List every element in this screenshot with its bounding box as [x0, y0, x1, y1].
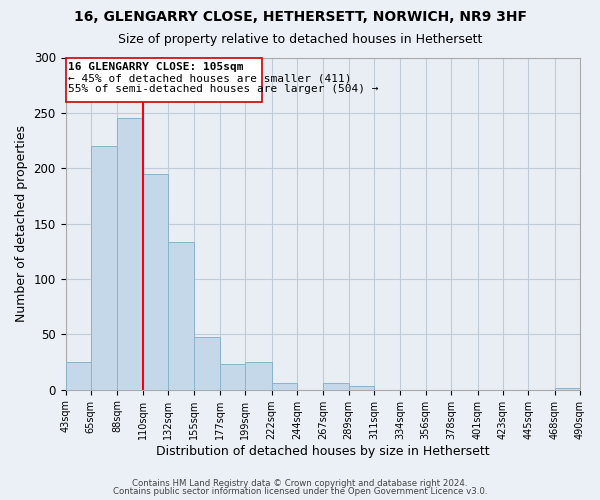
Bar — [245, 362, 272, 390]
X-axis label: Distribution of detached houses by size in Hethersett: Distribution of detached houses by size … — [156, 444, 490, 458]
Bar — [143, 174, 168, 390]
Bar — [554, 388, 580, 390]
Text: 55% of semi-detached houses are larger (504) →: 55% of semi-detached houses are larger (… — [68, 84, 379, 94]
Bar — [65, 362, 91, 390]
Y-axis label: Number of detached properties: Number of detached properties — [15, 125, 28, 322]
Text: ← 45% of detached houses are smaller (411): ← 45% of detached houses are smaller (41… — [68, 73, 352, 83]
Bar — [91, 146, 118, 390]
Bar — [65, 58, 262, 102]
Text: Contains HM Land Registry data © Crown copyright and database right 2024.: Contains HM Land Registry data © Crown c… — [132, 478, 468, 488]
Text: Size of property relative to detached houses in Hethersett: Size of property relative to detached ho… — [118, 32, 482, 46]
Bar — [220, 364, 245, 390]
Bar — [168, 242, 194, 390]
Bar — [323, 383, 349, 390]
Text: Contains public sector information licensed under the Open Government Licence v3: Contains public sector information licen… — [113, 487, 487, 496]
Bar — [118, 118, 143, 390]
Bar — [272, 383, 297, 390]
Bar — [349, 386, 374, 390]
Text: 16, GLENGARRY CLOSE, HETHERSETT, NORWICH, NR9 3HF: 16, GLENGARRY CLOSE, HETHERSETT, NORWICH… — [74, 10, 527, 24]
Bar — [194, 336, 220, 390]
Text: 16 GLENGARRY CLOSE: 105sqm: 16 GLENGARRY CLOSE: 105sqm — [68, 62, 244, 72]
